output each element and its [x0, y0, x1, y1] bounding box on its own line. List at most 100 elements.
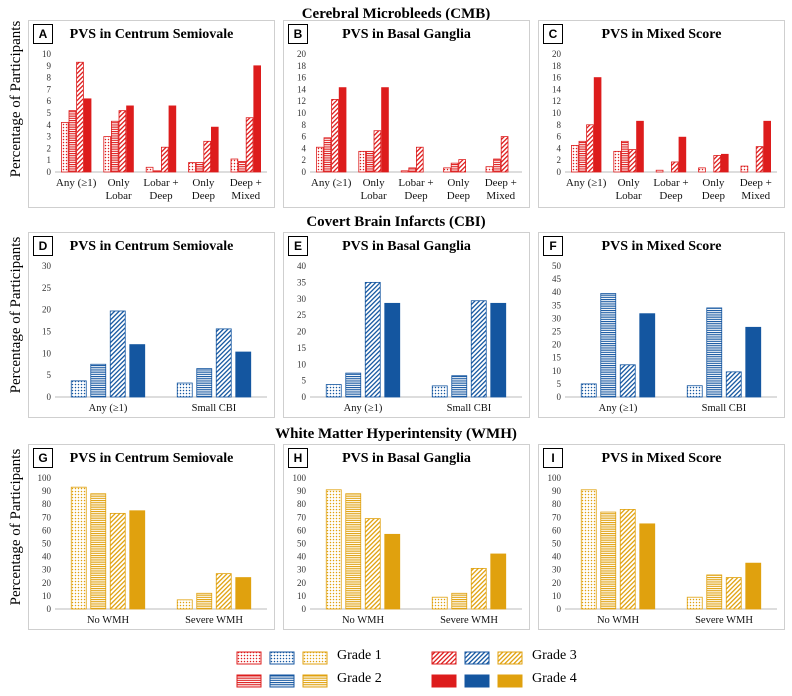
bar-g-1-grade-1 — [70, 486, 87, 610]
bar-b-5-grade-3 — [500, 136, 509, 173]
y-tick-label: 0 — [557, 167, 562, 177]
x-tick-label: Lobar — [615, 190, 642, 202]
bar-b-2-grade-2 — [366, 150, 374, 173]
chart-d: 0 5 10 15 20 25 30 Any (≥1) Small CBI — [42, 261, 267, 414]
x-tick-label: Deep — [192, 190, 216, 202]
bar-a-1-grade-2 — [68, 110, 77, 173]
x-tick-label: No WMH — [597, 615, 640, 626]
bar-d-2-grade-4 — [235, 351, 252, 398]
panel-title: PVS in Basal Ganglia — [342, 239, 471, 254]
bar-f-1-grade-4 — [639, 313, 656, 398]
bar-h-2-grade-4 — [490, 553, 507, 610]
bar-e-1-grade-1 — [325, 384, 342, 398]
y-tick-label: 4 — [47, 120, 52, 130]
y-tick-label: 80 — [552, 499, 562, 509]
bar-c-1-grade-3 — [586, 124, 594, 173]
y-tick-label: 35 — [552, 300, 562, 310]
bar-d-2-grade-3 — [215, 328, 232, 398]
legend-label-grade-3: Grade 3 — [532, 648, 577, 663]
y-tick-label: 10 — [42, 49, 52, 59]
y-axis-label-row1: Percentage of Participants — [8, 20, 24, 178]
legend-swatch-blue-grade-3 — [464, 651, 490, 665]
bar-f-2-grade-3 — [725, 371, 742, 398]
y-tick-label: 30 — [552, 565, 562, 575]
bar-a-3-grade-3 — [160, 146, 169, 173]
bar-d-1-grade-3 — [109, 310, 126, 398]
x-tick-label: Lobar — [105, 190, 132, 202]
panel-d: 0 5 10 15 20 25 30 Any (≥1) Small CBI D PVS in C… — [28, 232, 275, 418]
bar-i-1-grade-3 — [619, 509, 636, 610]
panel-letter: G — [33, 448, 53, 468]
bar-b-5-grade-1 — [485, 166, 494, 173]
bar-b-2-grade-1 — [358, 150, 367, 173]
bar-a-1-grade-4 — [83, 98, 92, 173]
y-tick-label: 7 — [47, 84, 52, 94]
bar-e-2-grade-3 — [470, 300, 487, 398]
panel-title: PVS in Basal Ganglia — [342, 451, 471, 466]
x-tick-label: Deep + — [230, 177, 262, 189]
chart-e: 0 5 10 15 20 25 30 35 40 Any (≥1) Small CBI — [297, 261, 522, 414]
bar-i-2-grade-4 — [745, 562, 762, 610]
y-tick-label: 1 — [47, 155, 52, 165]
panel-b: 0 2 4 6 8 10 12 14 16 18 20 Any (≥1) Only Lobar Lobar … — [283, 20, 530, 208]
x-tick-label: Mixed — [486, 190, 515, 202]
x-tick-label: Deep — [447, 190, 471, 202]
bar-c-3-grade-1 — [655, 169, 664, 173]
x-tick-label: Only — [702, 177, 725, 189]
bar-e-2-grade-4 — [490, 302, 507, 398]
y-tick-label: 20 — [297, 49, 307, 59]
bar-c-1-grade-4 — [593, 77, 602, 173]
x-tick-label: Any (≥1) — [566, 177, 607, 189]
x-tick-label: Severe WMH — [440, 615, 498, 626]
y-tick-label: 0 — [302, 392, 307, 402]
y-tick-label: 0 — [47, 167, 52, 177]
bar-a-5-grade-3 — [245, 117, 254, 173]
y-tick-label: 70 — [42, 512, 52, 522]
bar-c-1-grade-1 — [571, 145, 579, 173]
bar-i-1-grade-2 — [600, 511, 617, 610]
bar-b-3-grade-1 — [400, 170, 409, 173]
bar-a-2-grade-1 — [103, 136, 112, 173]
bar-g-1-grade-4 — [129, 510, 146, 610]
x-tick-label: No WMH — [87, 615, 130, 626]
bar-d-1-grade-4 — [129, 344, 146, 398]
legend-label-grade-2: Grade 2 — [337, 671, 382, 686]
y-tick-label: 40 — [552, 287, 562, 297]
y-tick-label: 18 — [297, 61, 307, 71]
bar-a-5-grade-2 — [238, 160, 246, 173]
x-tick-label: Only — [618, 177, 641, 189]
bar-e-1-grade-2 — [345, 372, 362, 398]
y-tick-label: 50 — [552, 539, 562, 549]
y-tick-label: 90 — [42, 486, 52, 496]
y-tick-label: 30 — [297, 294, 307, 304]
bar-d-2-grade-2 — [196, 368, 213, 398]
bar-c-2-grade-3 — [628, 149, 637, 173]
y-tick-label: 40 — [42, 552, 52, 562]
bar-h-1-grade-1 — [325, 489, 342, 610]
x-tick-label: Deep + — [740, 177, 772, 189]
y-tick-label: 0 — [557, 392, 562, 402]
bar-f-2-grade-2 — [706, 307, 723, 398]
legend-swatch-gold-grade-3 — [497, 651, 523, 665]
bar-e-2-grade-1 — [431, 385, 448, 398]
x-tick-label: Only — [447, 177, 470, 189]
y-tick-label: 8 — [557, 120, 562, 130]
y-tick-label: 100 — [548, 473, 562, 483]
bar-h-1-grade-4 — [384, 533, 401, 610]
y-tick-label: 5 — [302, 376, 307, 386]
bar-h-2-grade-2 — [451, 592, 468, 610]
y-tick-label: 50 — [552, 261, 562, 271]
y-tick-label: 50 — [297, 539, 307, 549]
y-tick-label: 10 — [297, 359, 307, 369]
y-tick-label: 14 — [552, 84, 562, 94]
bar-c-5-grade-3 — [755, 146, 764, 173]
y-tick-label: 5 — [47, 370, 52, 380]
bar-b-2-grade-4 — [381, 87, 389, 173]
panel-title: PVS in Centrum Semiovale — [69, 27, 234, 42]
bar-a-3-grade-2 — [153, 170, 162, 173]
y-tick-label: 30 — [42, 261, 52, 271]
y-tick-label: 35 — [297, 277, 307, 287]
y-tick-label: 15 — [42, 327, 52, 337]
bar-c-3-grade-4 — [678, 136, 687, 173]
